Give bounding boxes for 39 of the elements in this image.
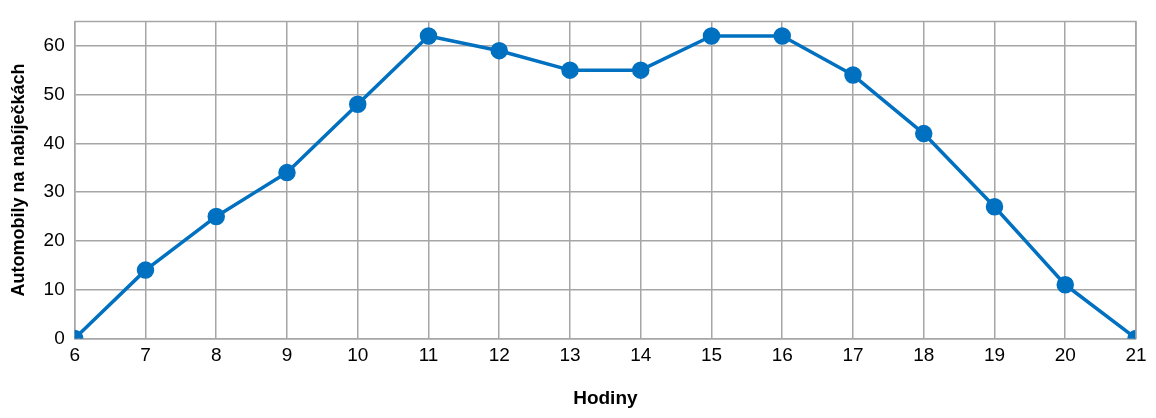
point	[1056, 276, 1074, 294]
y-tick-label: 60	[43, 34, 65, 56]
point	[207, 207, 225, 226]
x-tick-label: 15	[700, 344, 723, 366]
y-tick-label: 0	[54, 326, 65, 348]
x-tick-label: 13	[559, 344, 581, 366]
point	[348, 95, 367, 114]
x-tick-label: 11	[418, 344, 439, 366]
x-tick-label: 18	[913, 344, 935, 366]
point	[490, 41, 508, 60]
y-tick-label: 50	[43, 82, 65, 104]
x-tick-label: 12	[488, 344, 510, 366]
point	[915, 124, 933, 143]
point	[844, 66, 862, 84]
x-tick-label: 17	[842, 344, 864, 366]
x-tick-label: 8	[210, 344, 222, 366]
y-axis-title: Automobily na nabíječkách	[7, 63, 28, 297]
point	[561, 61, 579, 79]
point	[136, 261, 155, 279]
point	[419, 27, 438, 45]
y-tick-label: 30	[43, 180, 65, 202]
x-tick-label: 9	[281, 344, 293, 366]
x-tick-label: 7	[140, 344, 151, 366]
point	[773, 27, 791, 45]
point	[278, 163, 296, 182]
x-axis-title: Hodiny	[573, 386, 638, 408]
x-tick-label: 21	[1125, 344, 1147, 366]
x-tick-label: 16	[771, 344, 793, 366]
point	[631, 61, 650, 79]
y-tick-label: 10	[43, 277, 65, 299]
x-tick-label: 14	[630, 344, 652, 366]
x-tick-label: 19	[983, 344, 1006, 366]
x-tick-label: 6	[69, 344, 81, 366]
y-tick-label: 20	[43, 229, 65, 251]
point	[702, 27, 721, 45]
y-tick-label: 40	[43, 131, 65, 153]
point	[985, 197, 1004, 216]
x-tick-label: 10	[347, 344, 369, 366]
x-tick-label: 20	[1054, 344, 1076, 366]
